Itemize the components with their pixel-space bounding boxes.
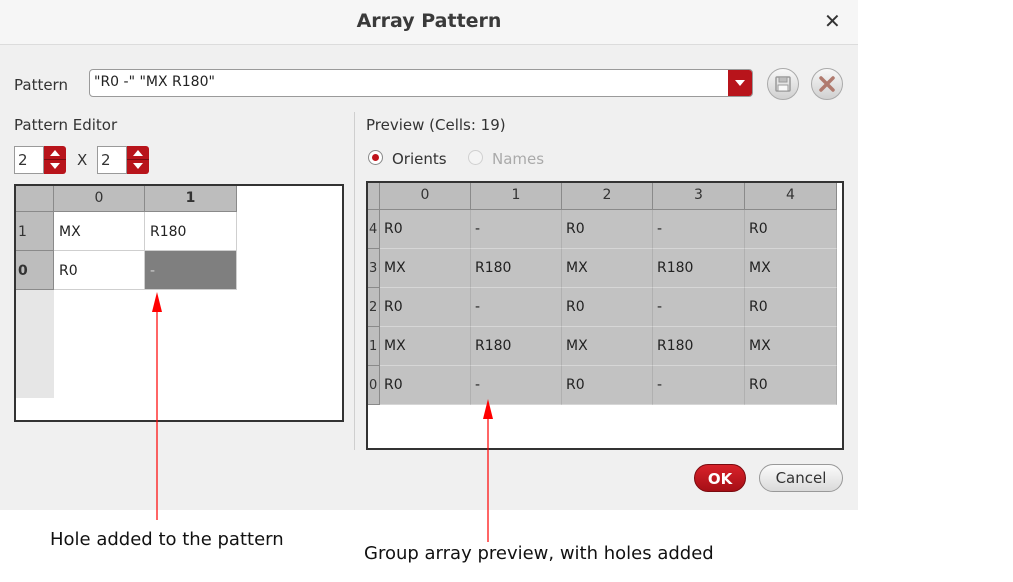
annotation-right: Group array preview, with holes added: [364, 543, 714, 564]
preview-cell[interactable]: R180: [653, 327, 745, 366]
column-header[interactable]: 4: [745, 183, 837, 210]
dimension-x-label: X: [77, 151, 88, 169]
preview-cell[interactable]: -: [471, 366, 562, 405]
array-pattern-dialog: Array Pattern ✕ Pattern "R0 -" "MX R180"…: [0, 0, 858, 510]
preview-cell[interactable]: R180: [653, 249, 745, 288]
save-pattern-button[interactable]: [767, 68, 799, 100]
delete-x-icon: [819, 76, 835, 92]
pattern-combobox[interactable]: "R0 -" "MX R180": [89, 69, 753, 97]
preview-cell[interactable]: R0: [745, 366, 837, 405]
panel-divider: [354, 112, 355, 450]
preview-cell[interactable]: R0: [745, 210, 837, 249]
preview-cell[interactable]: R0: [562, 288, 653, 327]
preview-cell[interactable]: -: [471, 288, 562, 327]
rows-spinner[interactable]: 2: [14, 146, 68, 174]
preview-cell[interactable]: -: [653, 288, 745, 327]
preview-cell[interactable]: -: [653, 210, 745, 249]
pattern-cell[interactable]: R180: [145, 212, 237, 251]
spin-up-icon[interactable]: [50, 150, 60, 156]
row-header[interactable]: 0: [16, 251, 54, 290]
preview-table[interactable]: 0 1 2 3 4 4 R0 - R0 - R0 3 MX R180 MX R1…: [366, 181, 844, 450]
preview-cell[interactable]: -: [653, 366, 745, 405]
arrow-head-left: [152, 292, 162, 312]
ok-button[interactable]: OK: [694, 464, 746, 492]
preview-cell[interactable]: MX: [380, 327, 471, 366]
spin-up-icon[interactable]: [133, 150, 143, 156]
floppy-disk-icon: [775, 76, 791, 92]
cols-spin-buttons[interactable]: [127, 146, 149, 174]
preview-cell[interactable]: MX: [745, 249, 837, 288]
pattern-value[interactable]: "R0 -" "MX R180": [94, 74, 215, 90]
spin-down-icon[interactable]: [50, 163, 60, 169]
column-header[interactable]: 0: [380, 183, 471, 210]
row-header[interactable]: 2: [368, 288, 380, 327]
title-bar: Array Pattern ✕: [0, 0, 858, 45]
row-header[interactable]: 1: [16, 212, 54, 251]
close-icon[interactable]: ✕: [824, 9, 841, 33]
preview-cell[interactable]: MX: [562, 327, 653, 366]
rows-spin-buttons[interactable]: [44, 146, 66, 174]
pattern-label: Pattern: [14, 76, 68, 94]
pattern-editor-table[interactable]: 0 1 1 MX R180 0 R0 -: [14, 184, 344, 422]
preview-cell[interactable]: R0: [380, 288, 471, 327]
column-header[interactable]: 3: [653, 183, 745, 210]
preview-cell[interactable]: R180: [471, 327, 562, 366]
preview-cell[interactable]: MX: [745, 327, 837, 366]
rows-input[interactable]: 2: [14, 146, 44, 174]
delete-pattern-button[interactable]: [811, 68, 843, 100]
radio-names[interactable]: [468, 150, 483, 165]
cols-spinner[interactable]: 2: [97, 146, 151, 174]
preview-cell[interactable]: MX: [380, 249, 471, 288]
pattern-editor-label: Pattern Editor: [14, 116, 118, 134]
radio-orients-label[interactable]: Orients: [392, 150, 447, 168]
pattern-cell-hole-selected[interactable]: -: [145, 251, 237, 290]
column-header[interactable]: 1: [145, 186, 237, 212]
row-header[interactable]: 1: [368, 327, 380, 366]
table-corner: [16, 186, 54, 212]
column-header[interactable]: 1: [471, 183, 562, 210]
row-header[interactable]: 0: [368, 366, 380, 405]
preview-cell[interactable]: R0: [562, 366, 653, 405]
preview-cell[interactable]: R180: [471, 249, 562, 288]
cancel-button[interactable]: Cancel: [759, 464, 843, 492]
chevron-down-icon[interactable]: [728, 70, 752, 96]
radio-names-label[interactable]: Names: [492, 150, 545, 168]
radio-orients[interactable]: [368, 150, 383, 165]
annotation-left: Hole added to the pattern: [50, 529, 284, 550]
column-header[interactable]: 2: [562, 183, 653, 210]
preview-cell[interactable]: R0: [380, 366, 471, 405]
row-header[interactable]: 3: [368, 249, 380, 288]
preview-cell[interactable]: -: [471, 210, 562, 249]
preview-label: Preview (Cells: 19): [366, 116, 506, 134]
pattern-cell[interactable]: R0: [54, 251, 145, 290]
preview-cell[interactable]: R0: [380, 210, 471, 249]
column-header[interactable]: 0: [54, 186, 145, 212]
preview-cell[interactable]: R0: [745, 288, 837, 327]
spin-down-icon[interactable]: [133, 163, 143, 169]
table-corner: [368, 183, 380, 210]
cols-input[interactable]: 2: [97, 146, 127, 174]
dialog-title: Array Pattern: [356, 10, 502, 32]
preview-cell[interactable]: MX: [562, 249, 653, 288]
pattern-cell[interactable]: MX: [54, 212, 145, 251]
row-header[interactable]: 4: [368, 210, 380, 249]
arrow-head-right: [483, 399, 493, 419]
preview-cell[interactable]: R0: [562, 210, 653, 249]
